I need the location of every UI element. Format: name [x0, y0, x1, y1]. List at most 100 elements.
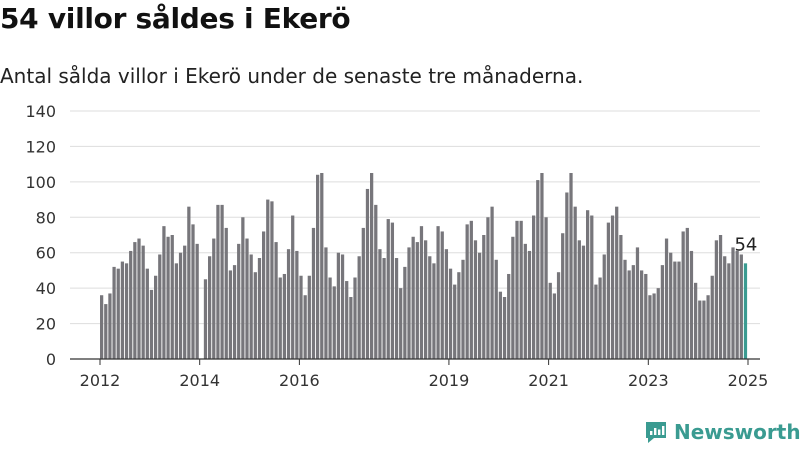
bar — [577, 240, 581, 359]
bar — [615, 206, 619, 359]
bar — [440, 231, 444, 359]
bar — [548, 282, 552, 359]
bar — [689, 250, 694, 359]
bar — [241, 217, 245, 359]
bar — [565, 192, 569, 359]
bar — [498, 291, 503, 359]
bar — [457, 272, 461, 359]
bar — [635, 247, 640, 359]
bar — [154, 275, 158, 359]
bar — [208, 256, 212, 359]
bar — [120, 261, 125, 359]
bar — [619, 235, 623, 359]
bar — [228, 270, 233, 359]
page-subtitle: Antal sålda villor i Ekerö under de sena… — [0, 64, 584, 88]
bar — [278, 277, 282, 359]
bar — [544, 217, 548, 359]
bar — [203, 279, 208, 359]
bar — [349, 297, 353, 359]
bar — [627, 270, 631, 359]
bar — [324, 247, 328, 359]
bar — [735, 250, 739, 359]
bar — [602, 254, 606, 359]
bar — [374, 204, 378, 359]
bar — [257, 258, 262, 359]
bar — [552, 293, 557, 359]
bar — [166, 236, 170, 359]
bar — [340, 254, 345, 359]
bar — [112, 266, 116, 359]
bar — [581, 245, 586, 359]
bar — [170, 235, 174, 359]
bar — [710, 275, 714, 359]
bar — [357, 256, 361, 359]
bar — [698, 300, 702, 359]
bar — [262, 231, 266, 359]
bar — [195, 243, 199, 359]
x-tick-label: 2025 — [728, 371, 769, 390]
bar — [631, 265, 635, 359]
bar — [403, 266, 407, 359]
bar — [478, 252, 482, 359]
bar — [473, 240, 478, 359]
bar — [332, 286, 336, 359]
bar — [727, 263, 731, 359]
bar — [212, 238, 216, 359]
bar — [336, 252, 341, 359]
bar — [291, 215, 295, 359]
bar — [361, 227, 365, 359]
bar — [149, 289, 154, 359]
bar — [274, 242, 278, 359]
y-tick-label: 100 — [25, 173, 56, 192]
bar — [465, 224, 469, 359]
bar — [124, 263, 129, 359]
bar — [245, 238, 249, 359]
bar — [586, 210, 590, 359]
bar — [232, 265, 237, 359]
bar — [527, 250, 532, 359]
bar — [702, 300, 706, 359]
bar — [515, 220, 519, 359]
bar — [100, 295, 104, 359]
bar — [407, 247, 411, 359]
bar — [378, 249, 382, 359]
bar — [141, 245, 145, 359]
bar — [386, 219, 390, 359]
bar-highlight — [743, 263, 748, 359]
bar — [623, 259, 627, 359]
bar — [353, 277, 357, 359]
bar — [428, 256, 432, 359]
bar — [370, 173, 374, 359]
bar — [739, 254, 743, 359]
bar — [419, 226, 424, 359]
bar — [424, 240, 428, 359]
bar — [224, 227, 228, 359]
bar — [502, 297, 507, 359]
bar — [178, 252, 183, 359]
y-tick-label: 0 — [46, 350, 56, 369]
bar — [307, 275, 311, 359]
bar — [482, 235, 486, 359]
bar — [345, 281, 349, 359]
bar — [129, 250, 133, 359]
bar — [183, 245, 187, 359]
bar — [714, 240, 719, 359]
bar — [270, 201, 274, 359]
bar — [266, 199, 270, 359]
bar — [411, 236, 415, 359]
bar — [253, 272, 257, 359]
bar — [532, 215, 536, 359]
bar — [685, 227, 689, 359]
bar — [677, 261, 681, 359]
bar — [669, 252, 673, 359]
page-title: 54 villor såldes i Ekerö — [0, 2, 351, 35]
bar — [673, 261, 677, 359]
bar — [394, 258, 399, 359]
bar — [523, 243, 527, 359]
brand-name: Newsworthy — [674, 420, 800, 444]
bar — [191, 224, 195, 359]
bar — [174, 263, 179, 359]
bar — [656, 288, 660, 359]
bar — [311, 227, 316, 359]
bar — [640, 270, 644, 359]
